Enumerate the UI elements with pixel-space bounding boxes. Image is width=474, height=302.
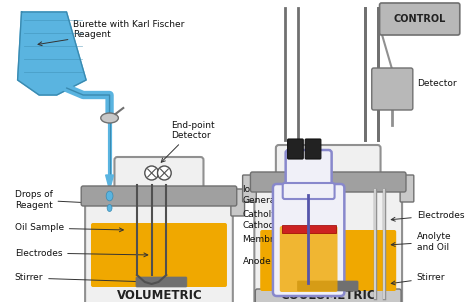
- Text: Anolyte
and Oil: Anolyte and Oil: [391, 232, 451, 252]
- FancyBboxPatch shape: [114, 157, 203, 201]
- FancyBboxPatch shape: [286, 150, 332, 198]
- Polygon shape: [18, 12, 86, 95]
- Ellipse shape: [107, 204, 112, 211]
- FancyBboxPatch shape: [400, 175, 414, 202]
- FancyBboxPatch shape: [372, 68, 413, 110]
- FancyBboxPatch shape: [380, 3, 460, 35]
- Text: Catholyte
Cathode: Catholyte Cathode: [243, 210, 305, 230]
- FancyBboxPatch shape: [250, 172, 406, 192]
- Text: End-point
Detector: End-point Detector: [161, 120, 215, 162]
- Polygon shape: [106, 175, 113, 190]
- Text: VOLUMETRIC: VOLUMETRIC: [117, 289, 202, 302]
- FancyBboxPatch shape: [136, 277, 187, 287]
- FancyBboxPatch shape: [88, 286, 229, 302]
- FancyBboxPatch shape: [255, 289, 401, 302]
- Text: Burette with Karl Fischer
Reagent: Burette with Karl Fischer Reagent: [38, 20, 185, 46]
- Text: COULOMETRIC: COULOMETRIC: [280, 289, 375, 302]
- FancyBboxPatch shape: [280, 226, 337, 292]
- FancyBboxPatch shape: [276, 145, 381, 186]
- Circle shape: [157, 166, 171, 180]
- Text: Detector: Detector: [378, 79, 456, 90]
- FancyBboxPatch shape: [283, 183, 335, 199]
- Text: Oil Sample: Oil Sample: [15, 223, 123, 233]
- FancyBboxPatch shape: [85, 187, 233, 302]
- Text: Membrane: Membrane: [243, 231, 291, 245]
- FancyBboxPatch shape: [260, 230, 396, 291]
- Text: Electrodes: Electrodes: [15, 249, 148, 258]
- Text: Stirrer: Stirrer: [15, 274, 148, 284]
- FancyBboxPatch shape: [91, 223, 227, 287]
- FancyBboxPatch shape: [243, 175, 256, 202]
- Ellipse shape: [106, 191, 113, 201]
- Text: Anode: Anode: [243, 255, 292, 266]
- FancyBboxPatch shape: [288, 139, 303, 159]
- Text: Drops of
Reagent: Drops of Reagent: [15, 190, 109, 210]
- FancyBboxPatch shape: [297, 281, 358, 291]
- Text: Stirrer: Stirrer: [391, 274, 445, 285]
- Text: CONTROL: CONTROL: [393, 14, 446, 24]
- Text: Electrodes: Electrodes: [391, 210, 464, 221]
- FancyBboxPatch shape: [81, 186, 237, 206]
- FancyBboxPatch shape: [255, 173, 402, 302]
- Bar: [282, 225, 336, 233]
- FancyBboxPatch shape: [273, 184, 344, 296]
- Ellipse shape: [101, 113, 118, 123]
- FancyBboxPatch shape: [305, 139, 321, 159]
- FancyBboxPatch shape: [231, 189, 245, 216]
- Circle shape: [145, 166, 158, 180]
- Text: Iodine
Generator: Iodine Generator: [243, 185, 305, 205]
